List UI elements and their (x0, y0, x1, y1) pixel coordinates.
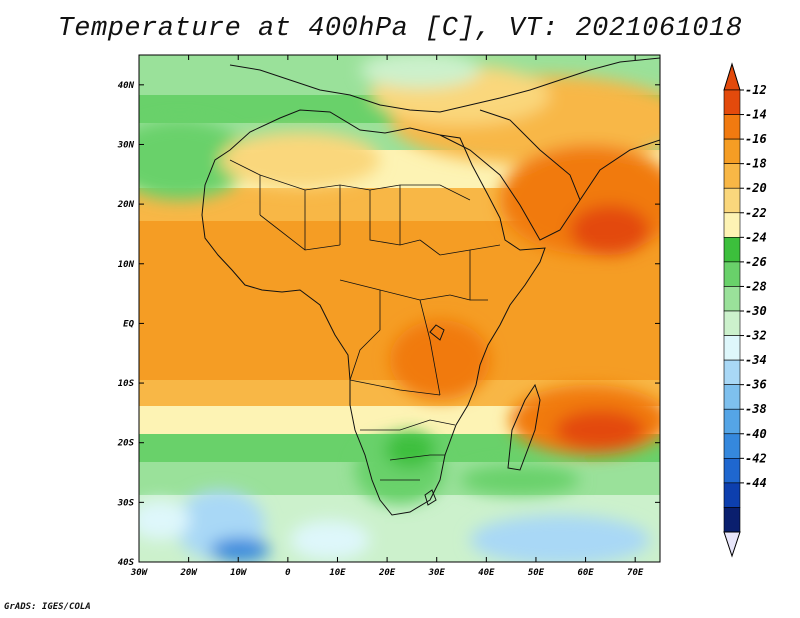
colorbar-box (723, 114, 741, 140)
colorbar-box (723, 458, 741, 484)
colorbar-box (723, 237, 741, 263)
x-tick-label: 10W (230, 568, 248, 578)
colorbar-label: -22 (745, 206, 767, 220)
colorbar-top-cap (723, 62, 741, 91)
colorbar-box (723, 359, 741, 385)
colorbar-label: -26 (745, 255, 767, 269)
colorbar-label: -36 (745, 378, 767, 392)
colorbar-label: -16 (745, 132, 767, 146)
x-tick-label: 40E (478, 568, 495, 578)
x-tick-label: 50E (528, 568, 545, 578)
colorbar-bottom-cap (723, 531, 741, 558)
coastlines (201, 57, 660, 516)
x-tick-label: 70E (627, 568, 644, 578)
colorbar-box (723, 384, 741, 410)
colorbar-label: -30 (745, 304, 767, 318)
y-tick-label: 20N (117, 200, 135, 210)
grads-credit: GrADS: IGES/COLA (4, 602, 91, 612)
y-tick-label: 10N (118, 260, 135, 270)
colorbar-box (723, 212, 741, 238)
colorbar-label: -14 (745, 108, 767, 122)
colorbar-label: -20 (745, 181, 767, 195)
colorbar-label: -38 (745, 402, 767, 416)
colorbar-box (723, 163, 741, 189)
x-tick-label: 20W (179, 568, 198, 578)
colorbar: -12 -14 -16 -18 -20 -22 -24 -26 -28 -30 -32 -34 -36 -… (723, 62, 767, 558)
colorbar-label: -42 (745, 451, 767, 465)
x-tick-label: 10E (329, 568, 346, 578)
temperature-field (139, 55, 660, 562)
y-tick-label: 40N (118, 81, 135, 91)
x-tick-label: 30W (130, 568, 149, 578)
map-title: Temperature at 400hPa [C], VT: 202106101… (57, 14, 743, 44)
colorbar-box (723, 286, 741, 312)
colorbar-box (723, 507, 741, 533)
x-tick-label: 60E (577, 568, 594, 578)
longitude-axis: 30W 20W 10W 0 10E 20E 30E 40E 50E 60E 70E (130, 55, 644, 578)
colorbar-box (723, 482, 741, 508)
colorbar-box (723, 261, 741, 287)
latitude-axis: 40N 30N 20N 10N EQ 10S 20S 30S 40S (117, 81, 660, 568)
colorbar-box (723, 335, 741, 361)
colorbar-label: -18 (745, 157, 767, 171)
country-borders (229, 159, 501, 481)
x-tick-label: 20E (378, 568, 396, 578)
x-tick-label: 30E (428, 568, 446, 578)
colorbar-box (723, 408, 741, 435)
colorbar-box (723, 89, 741, 115)
colorbar-label: -32 (745, 329, 767, 343)
colorbar-box (723, 187, 741, 214)
colorbar-label: -40 (745, 427, 767, 441)
y-tick-label: 30S (117, 498, 135, 508)
y-tick-label: 30N (117, 140, 135, 150)
y-tick-label: 10S (118, 379, 135, 389)
colorbar-box (723, 310, 741, 336)
y-tick-label: 40S (118, 558, 135, 568)
colorbar-label: -28 (745, 279, 767, 293)
y-tick-label: EQ (123, 319, 134, 329)
colorbar-label: -34 (745, 353, 767, 367)
y-tick-label: 20S (117, 439, 135, 449)
map-frame (138, 54, 661, 563)
colorbar-box (723, 138, 741, 164)
colorbar-label: -12 (745, 83, 767, 97)
x-tick-label: 0 (285, 568, 291, 578)
colorbar-box (723, 433, 741, 459)
colorbar-label: -44 (745, 476, 767, 490)
colorbar-label: -24 (745, 230, 767, 244)
